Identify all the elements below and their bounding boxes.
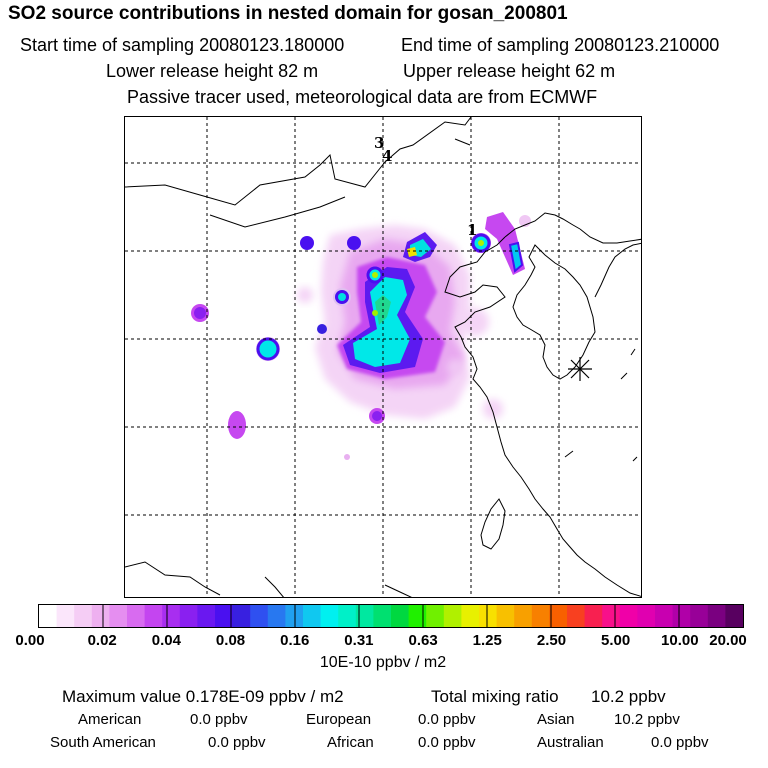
colorbar-tick-label: 1.25 — [472, 632, 502, 649]
colorbar-cell — [690, 605, 709, 627]
colorbar-cell — [267, 605, 286, 627]
colorbar-tick-label: 0.63 — [408, 632, 438, 649]
colorbar-cell — [39, 605, 58, 627]
colorbar-cell — [725, 605, 744, 627]
colorbar-cell — [619, 605, 638, 627]
colorbar-cell — [215, 605, 234, 627]
max-value-label: Maximum value 0.178E-09 ppbv / m2 — [62, 687, 344, 706]
european-label: European — [306, 711, 372, 728]
colorbar-cell — [443, 605, 462, 627]
total-mixing-value: 10.2 ppbv — [591, 687, 666, 706]
american-value: 0.0 ppbv — [190, 711, 248, 728]
colorbar-tick-label: 0.04 — [151, 632, 181, 649]
colorbar-cell — [109, 605, 128, 627]
colorbar-tick-label: 0.02 — [87, 632, 117, 649]
colorbar-units: 10E-10 ppbv / m2 — [319, 654, 447, 671]
colorbar-tick-label: 0.31 — [344, 632, 374, 649]
station-label-1: 1 — [467, 221, 477, 239]
colorbar-cell — [707, 605, 726, 627]
colorbar-cell — [426, 605, 445, 627]
colorbar-cell — [637, 605, 656, 627]
asian-value: 10.2 ppbv — [614, 711, 680, 728]
colorbar-cell — [197, 605, 216, 627]
australian-label: Australian — [537, 734, 604, 751]
colorbar-cell — [514, 605, 533, 627]
station-label-3: 3 — [374, 134, 384, 152]
receptor-star-icon — [568, 357, 592, 381]
colorbar-cell — [655, 605, 674, 627]
map-title: SO2 source contributions in nested domai… — [8, 3, 568, 24]
colorbar-cell — [584, 605, 603, 627]
colorbar-cell — [179, 605, 198, 627]
colorbar-cell — [461, 605, 480, 627]
colorbar-cell — [162, 605, 181, 627]
south-american-label: South American — [50, 734, 156, 751]
south-american-value: 0.0 ppbv — [208, 734, 266, 751]
end-time-label: End time of sampling 20080123.210000 — [401, 35, 720, 55]
colorbar-cell — [567, 605, 586, 627]
lower-release-label: Lower release height 82 m — [106, 61, 319, 81]
station-label-4: 4 — [382, 147, 392, 165]
colorbar-cell — [479, 605, 498, 627]
map-panel: 1 3 4 — [124, 116, 642, 598]
colorbar — [38, 604, 744, 628]
colorbar-swatches — [39, 605, 744, 627]
colorbar-cell — [232, 605, 251, 627]
colorbar-cell — [250, 605, 269, 627]
colorbar-cell — [285, 605, 304, 627]
colorbar-cell — [320, 605, 339, 627]
colorbar-cell — [56, 605, 75, 627]
colorbar-tick-label: 5.00 — [601, 632, 631, 649]
colorbar-tick-label: 0.00 — [15, 632, 45, 649]
colorbar-cell — [355, 605, 374, 627]
colorbar-cell — [602, 605, 621, 627]
colorbar-cell — [531, 605, 550, 627]
total-mixing-label: Total mixing ratio — [431, 687, 559, 706]
american-label: American — [78, 711, 142, 728]
colorbar-tick-label: 20.00 — [709, 632, 747, 649]
colorbar-cell — [549, 605, 568, 627]
australian-value: 0.0 ppbv — [651, 734, 709, 751]
african-value: 0.0 ppbv — [418, 734, 476, 751]
colorbar-cell — [373, 605, 392, 627]
colorbar-cell — [127, 605, 146, 627]
european-value: 0.0 ppbv — [418, 711, 476, 728]
colorbar-cell — [74, 605, 93, 627]
map-grid — [125, 117, 641, 597]
coastlines — [125, 117, 641, 597]
colorbar-cell — [144, 605, 163, 627]
african-label: African — [327, 734, 374, 751]
colorbar-cell — [408, 605, 427, 627]
colorbar-tick-label: 0.08 — [215, 632, 246, 649]
colorbar-cell — [91, 605, 110, 627]
map-canvas: 1 3 4 — [125, 117, 641, 597]
colorbar-cell — [338, 605, 357, 627]
colorbar-cell — [303, 605, 322, 627]
colorbar-tick-label: 0.16 — [280, 632, 310, 649]
colorbar-cell — [672, 605, 691, 627]
upper-release-label: Upper release height 62 m — [403, 61, 616, 81]
concentration-plume — [191, 212, 531, 460]
colorbar-cell — [496, 605, 515, 627]
asian-label: Asian — [537, 711, 575, 728]
start-time-label: Start time of sampling 20080123.180000 — [20, 35, 345, 55]
colorbar-cell — [391, 605, 410, 627]
colorbar-tick-label: 2.50 — [536, 632, 567, 649]
colorbar-tick-label: 10.00 — [661, 632, 699, 649]
passive-tracer-label: Passive tracer used, meteorological data… — [127, 87, 598, 107]
